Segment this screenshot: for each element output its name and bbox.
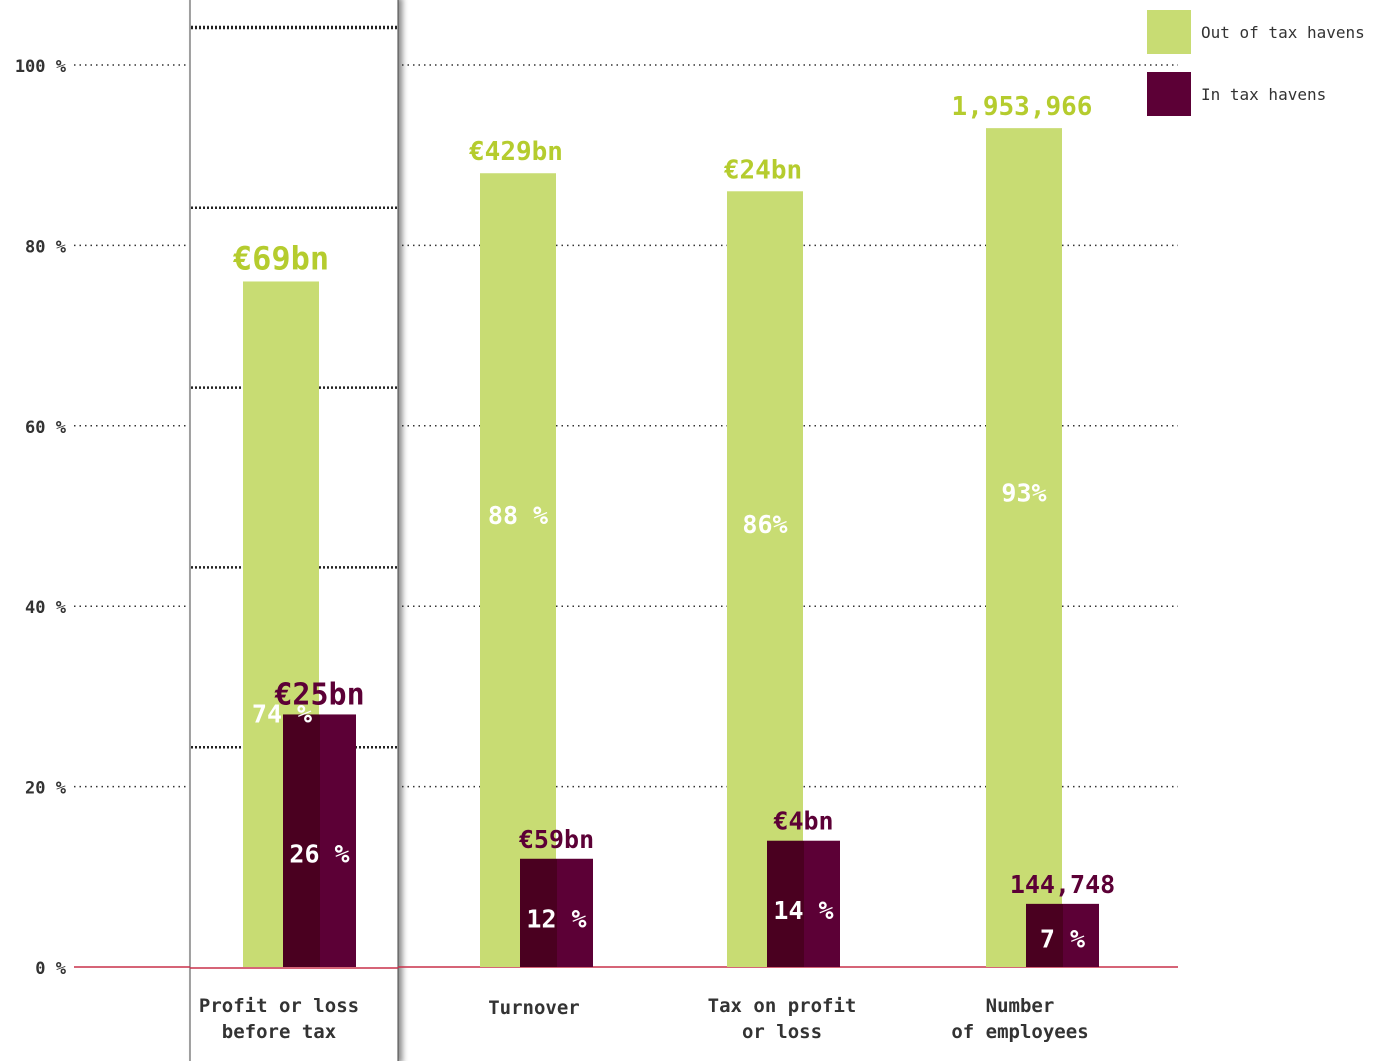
percent-label-in: 7 %: [1040, 925, 1085, 954]
category-label: Number of employees: [951, 995, 1088, 1043]
bar-in-tax-havens: [804, 840, 840, 967]
category-label: Profit or loss before tax: [199, 995, 359, 1043]
bar-in-tax-havens: [1026, 903, 1063, 967]
bar-in-tax-havens: [1063, 903, 1099, 967]
bar-out-of-tax-havens: [727, 191, 803, 967]
percent-label-in: 14 %: [773, 896, 833, 925]
category-label: Turnover: [488, 997, 580, 1019]
legend-label: Out of tax havens: [1201, 22, 1365, 42]
percent-label-out: 88 %: [488, 501, 548, 530]
percent-label-out: 93%: [1001, 478, 1046, 507]
legend-item: In tax havens: [1147, 72, 1365, 116]
percent-label-in: 26 %: [289, 839, 349, 868]
legend-swatch: [1147, 10, 1191, 54]
bar-in-tax-havens: [557, 858, 593, 967]
y-tick-label: 100 %: [15, 57, 67, 77]
legend-swatch: [1147, 72, 1191, 116]
percent-label-out: 86%: [742, 510, 787, 539]
value-label-out: €429bn: [469, 137, 563, 167]
value-label-in: €59bn: [519, 825, 594, 854]
y-tick-label: 20 %: [25, 779, 67, 799]
value-label-out: €69bn: [233, 239, 329, 277]
bar-out-of-tax-havens: [986, 128, 1062, 967]
legend: Out of tax havens In tax havens: [1147, 10, 1365, 134]
y-tick-label: 40 %: [25, 598, 67, 618]
y-tick-label: 80 %: [25, 237, 67, 257]
bar-in-tax-havens: [320, 714, 356, 967]
percent-label-out: 74 %: [252, 699, 312, 728]
value-label-out: €24bn: [724, 155, 802, 185]
y-tick-label: 60 %: [25, 418, 67, 438]
value-label-in: €25bn: [274, 677, 364, 712]
category-label: Tax on profit or loss: [708, 995, 857, 1043]
legend-label: In tax havens: [1201, 84, 1327, 104]
value-label-in: 144,748: [1010, 870, 1115, 899]
legend-item: Out of tax havens: [1147, 10, 1365, 54]
bar-in-tax-havens: [767, 840, 804, 967]
bar-in-tax-havens: [520, 858, 557, 967]
value-label-in: €4bn: [773, 807, 833, 836]
value-label-out: 1,953,966: [952, 92, 1093, 122]
y-tick-label: 0 %: [35, 959, 66, 979]
bar-out-of-tax-havens: [480, 173, 556, 968]
percent-label-in: 12 %: [526, 904, 586, 933]
bar-in-tax-havens: [283, 714, 320, 967]
